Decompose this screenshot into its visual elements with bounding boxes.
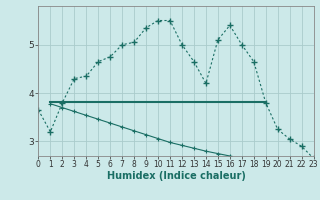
X-axis label: Humidex (Indice chaleur): Humidex (Indice chaleur) [107,171,245,181]
